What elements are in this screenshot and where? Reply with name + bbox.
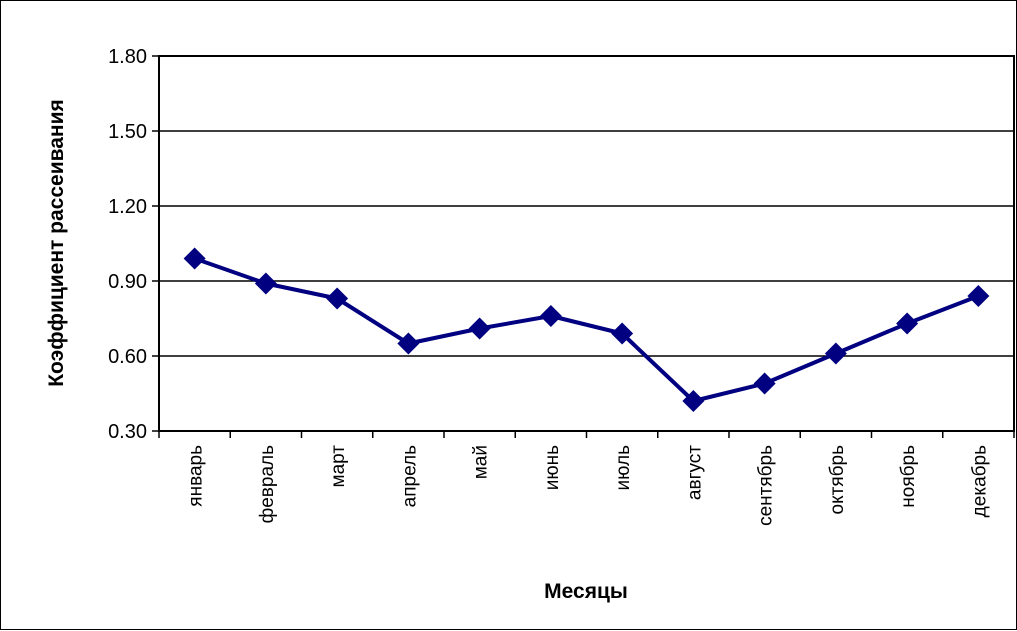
data-point-marker [967, 285, 990, 307]
data-point-marker [468, 317, 491, 340]
x-tick-label: май [471, 445, 492, 479]
series-line [193, 256, 980, 403]
x-tick-label: июнь [542, 445, 563, 490]
y-tick-label: 1.80 [108, 46, 147, 68]
data-point-marker [326, 287, 349, 310]
y-tick-label: 0.60 [108, 346, 147, 368]
data-point-marker [824, 342, 847, 365]
x-tick-label: октябрь [827, 445, 848, 515]
data-point-marker [254, 272, 277, 295]
x-tick-label: июль [613, 445, 634, 491]
data-point-marker [539, 305, 562, 327]
x-tick-label: март [328, 445, 349, 488]
x-tick-label: сентябрь [756, 445, 777, 526]
x-tick-label: февраль [257, 445, 278, 524]
x-tick-label: август [684, 445, 705, 500]
data-point-marker [611, 322, 634, 345]
data-point-marker [896, 312, 919, 335]
data-point-marker [753, 372, 776, 395]
x-tick-label: январь [186, 445, 207, 507]
x-axis-title: Месяцы [544, 580, 628, 603]
y-tick-label: 0.30 [108, 421, 147, 443]
y-tick-label: 1.20 [108, 196, 147, 218]
y-tick-label: 0.90 [108, 271, 147, 293]
y-axis-title: Коэффициент рассеивания [45, 99, 68, 387]
x-tick-label: апрель [399, 445, 420, 507]
data-point-marker [397, 332, 420, 355]
x-tick-label: декабрь [969, 445, 990, 517]
x-tick-label: ноябрь [898, 445, 919, 508]
plot-area [158, 55, 1015, 432]
data-point-marker [682, 390, 705, 412]
y-tick-label: 1.50 [108, 121, 147, 143]
data-point-marker [183, 247, 206, 270]
